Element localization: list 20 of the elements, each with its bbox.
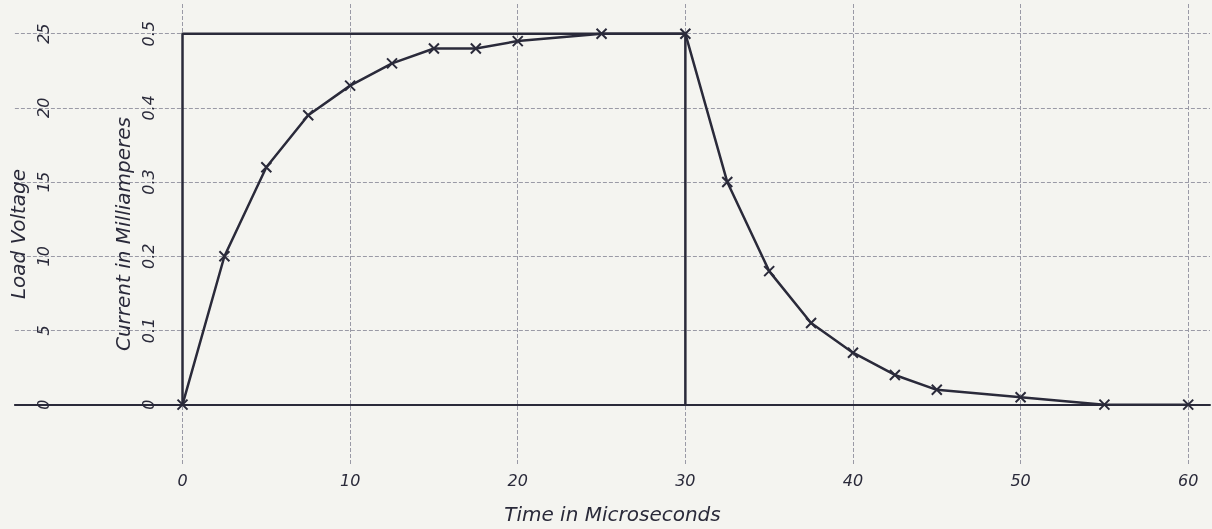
x-tick-label: 30: [675, 470, 696, 490]
y2-tick-label: 25: [34, 23, 54, 44]
y-tick-label: 0.2: [139, 243, 159, 269]
y2-tick-label: 15: [34, 171, 54, 193]
x-tick-label: 0: [177, 470, 188, 490]
y-tick-label: 0.1: [139, 317, 159, 344]
y-tick-label: 0.3: [139, 169, 159, 195]
x-tick-label: 20: [507, 470, 528, 490]
x-axis-title: Time in Microseconds: [504, 502, 721, 526]
y2-tick-label: 5: [34, 325, 54, 336]
y-axis-title: Current in Milliamperes: [110, 116, 135, 352]
y-tick-label: 0.4: [139, 95, 159, 121]
x-tick-label: 60: [1178, 470, 1199, 490]
y-tick-label: 0.5: [139, 20, 159, 47]
x-tick-label: 10: [339, 470, 361, 490]
y2-tick-label: 10: [34, 246, 54, 267]
x-tick-label: 40: [842, 470, 864, 490]
x-tick-label: 50: [1010, 470, 1031, 490]
y2-axis-title: Load Voltage: [6, 168, 30, 300]
y2-tick-label: 20: [34, 97, 54, 119]
